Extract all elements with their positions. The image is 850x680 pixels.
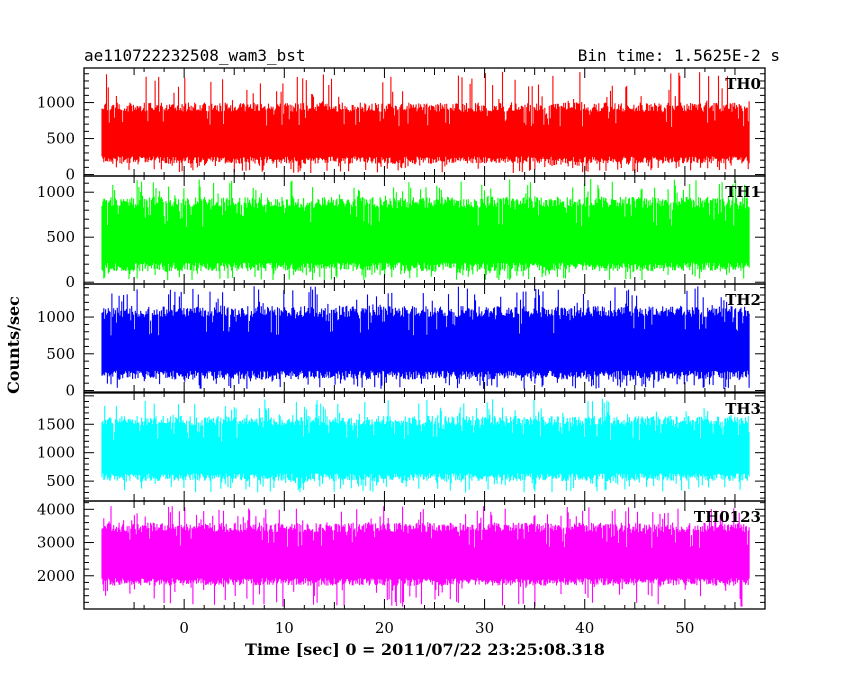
y-tick-label: 1500 (37, 415, 75, 433)
x-axis: 0 10 20 30 40 50 (179, 619, 694, 637)
x-tick-label: 30 (475, 619, 494, 637)
y-tick-label: 0 (65, 382, 75, 400)
y-tick-label: 3000 (37, 534, 75, 552)
chart-title: ae110722232508_wam3_bst (84, 46, 306, 65)
panel-label: TH3 (725, 400, 761, 418)
y-tick-label: 0 (65, 273, 75, 291)
y-tick-label: 2000 (37, 567, 75, 585)
y-tick-label: 500 (46, 228, 75, 246)
series-th3 (101, 398, 750, 493)
panel-label: TH0123 (694, 508, 761, 526)
panels: 0 500 1000 TH0 0 500 1000 TH1 0 500 1000 TH2 500 1000… (37, 67, 766, 610)
y-tick-label: 500 (46, 472, 75, 490)
y-tick-label: 500 (46, 345, 75, 363)
series-th1 (101, 179, 750, 281)
series-th2 (101, 286, 750, 389)
series-th0 (101, 71, 750, 174)
panel-th1: 0 500 1000 TH1 (37, 175, 766, 291)
y-tick-label: 0 (65, 166, 75, 184)
x-tick-label: 40 (575, 619, 594, 637)
panel-th2: 0 500 1000 TH2 (37, 283, 766, 400)
panel-th0123: 2000 3000 4000 TH0123 (37, 500, 766, 610)
series-th0123 (101, 506, 750, 607)
x-tick-label: 0 (179, 619, 189, 637)
y-tick-label: 500 (46, 130, 75, 148)
panel-label: TH1 (725, 183, 761, 201)
x-tick-label: 20 (375, 619, 394, 637)
panel-th3: 500 1000 1500 TH3 (37, 392, 766, 502)
y-tick-label: 1000 (37, 183, 75, 201)
y-tick-label: 4000 (37, 500, 75, 518)
bin-time-label: Bin time: 1.5625E-2 s (578, 46, 780, 65)
y-tick-label: 1000 (37, 444, 75, 462)
y-tick-label: 1000 (37, 94, 75, 112)
x-tick-label: 10 (275, 619, 294, 637)
panel-label: TH0 (725, 75, 761, 93)
x-tick-label: 50 (675, 619, 694, 637)
y-axis-title: Counts/sec (4, 296, 23, 394)
panel-label: TH2 (725, 291, 761, 309)
y-tick-label: 1000 (37, 308, 75, 326)
panel-th0: 0 500 1000 TH0 (37, 67, 766, 184)
x-axis-title: Time [sec] 0 = 2011/07/22 23:25:08.318 (245, 640, 605, 659)
